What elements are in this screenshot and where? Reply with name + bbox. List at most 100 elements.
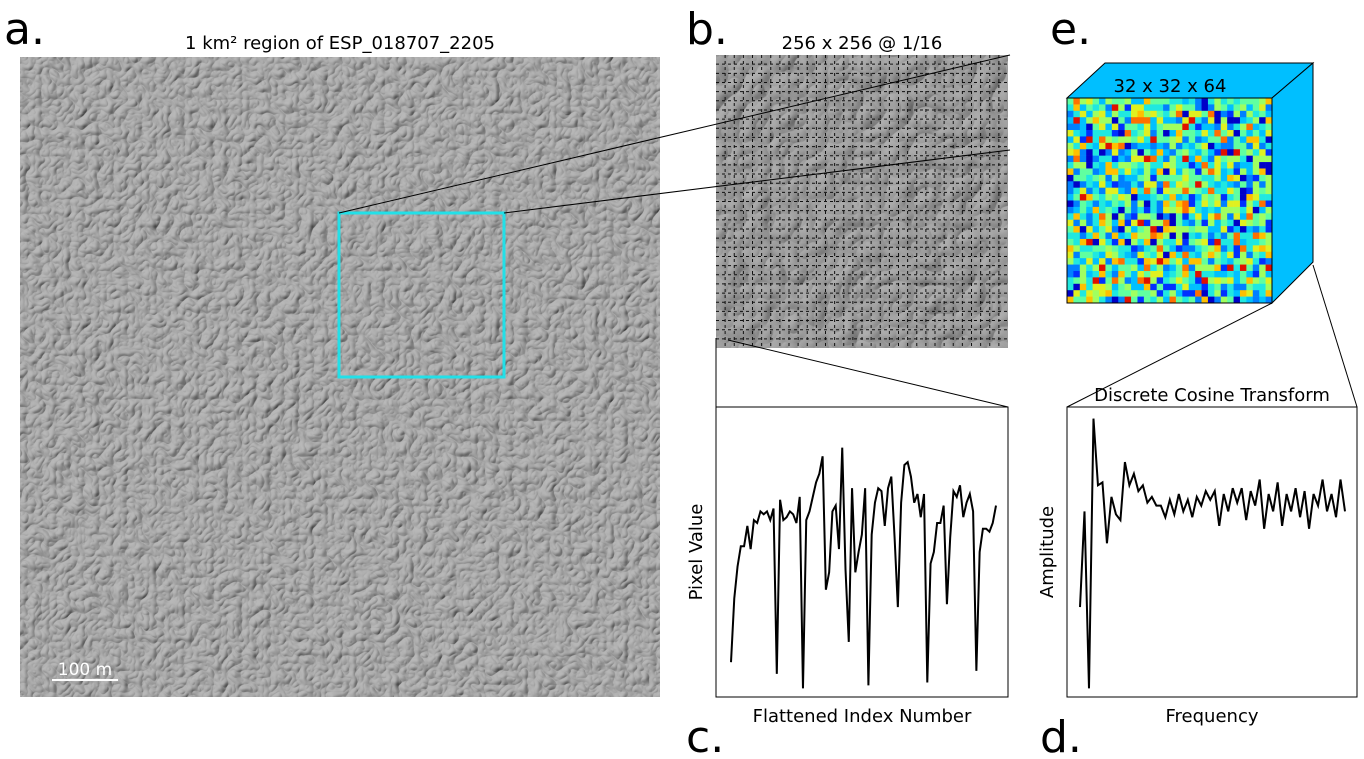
- heat-cell: [1246, 296, 1254, 304]
- heat-cell: [1220, 155, 1228, 163]
- heat-cell: [1182, 245, 1190, 253]
- heat-cell: [1233, 290, 1241, 297]
- heat-cell: [1143, 104, 1151, 112]
- heat-cell: [1169, 283, 1177, 291]
- heat-cell: [1214, 130, 1222, 137]
- heat-cell: [1156, 117, 1164, 124]
- heat-cell: [1092, 155, 1100, 163]
- heat-cell: [1188, 264, 1196, 272]
- heat-cell: [1124, 283, 1132, 291]
- heat-cell: [1239, 206, 1247, 214]
- heat-cell: [1163, 155, 1170, 163]
- heat-cell: [1259, 245, 1266, 253]
- heat-cell: [1265, 136, 1273, 144]
- heat-cell: [1265, 290, 1273, 297]
- heat-cell: [1207, 174, 1215, 182]
- heat-cell: [1252, 136, 1260, 144]
- heat-cell: [1067, 142, 1074, 150]
- heat-cell: [1227, 149, 1234, 156]
- plot-frame: [715, 406, 1009, 698]
- heat-cell: [1246, 149, 1254, 156]
- heat-cell: [1227, 155, 1234, 163]
- heat-cell: [1227, 187, 1234, 195]
- heat-cell: [1111, 123, 1119, 131]
- heat-cell: [1143, 155, 1151, 163]
- heat-cell: [1214, 98, 1222, 105]
- heat-cell: [1175, 149, 1183, 156]
- heat-cell: [1086, 168, 1093, 176]
- heat-cell: [1156, 264, 1164, 272]
- heat-cell: [1099, 155, 1106, 163]
- heat-cell: [1265, 168, 1273, 176]
- heat-cell: [1239, 213, 1247, 221]
- panel-label: c.: [686, 712, 724, 755]
- heat-cell: [1233, 168, 1241, 176]
- heat-cell: [1163, 168, 1170, 176]
- heat-cell: [1137, 200, 1145, 208]
- heat-cell: [1207, 136, 1215, 144]
- heat-cell: [1214, 277, 1222, 285]
- heat-cell: [1111, 174, 1119, 182]
- heat-cell: [1156, 206, 1164, 214]
- heat-cell: [1156, 149, 1164, 156]
- heat-cell: [1163, 162, 1170, 169]
- heat-cell: [1156, 213, 1164, 221]
- heat-cell: [1233, 104, 1241, 112]
- heat-cell: [1259, 142, 1266, 150]
- heat-cell: [1124, 200, 1132, 208]
- heat-cell: [1150, 245, 1157, 253]
- heat-cell: [1207, 130, 1215, 137]
- heat-cell: [1099, 226, 1106, 233]
- heat-cell: [1195, 283, 1202, 291]
- heat-cell: [1105, 245, 1113, 253]
- heat-cell: [1227, 123, 1234, 131]
- heat-cell: [1233, 283, 1241, 291]
- heat-cell: [1111, 194, 1119, 201]
- heat-cell: [1207, 296, 1215, 304]
- heat-cell: [1252, 168, 1260, 176]
- heat-cell: [1163, 123, 1170, 131]
- heat-cell: [1252, 245, 1260, 253]
- heat-cell: [1143, 117, 1151, 124]
- heat-cell: [1259, 168, 1266, 176]
- heat-cell: [1111, 155, 1119, 163]
- heat-cell: [1150, 226, 1157, 233]
- heat-cell: [1079, 136, 1087, 144]
- heat-cell: [1099, 168, 1106, 176]
- heat-cell: [1175, 258, 1183, 265]
- heat-cell: [1073, 149, 1081, 156]
- heat-cell: [1086, 142, 1093, 150]
- heat-cell: [1169, 117, 1177, 124]
- heat-cell: [1163, 110, 1170, 118]
- heat-cell: [1150, 136, 1157, 144]
- heat-cell: [1073, 194, 1081, 201]
- heat-cell: [1079, 251, 1087, 259]
- heat-cell: [1143, 206, 1151, 214]
- heat-cell: [1150, 213, 1157, 221]
- heat-cell: [1259, 251, 1266, 259]
- heat-cell: [1118, 277, 1125, 285]
- heat-cell: [1220, 245, 1228, 253]
- heat-cell: [1214, 258, 1222, 265]
- heat-cell: [1092, 226, 1100, 233]
- heat-cell: [1163, 270, 1170, 278]
- heat-cell: [1214, 136, 1222, 144]
- heat-cell: [1092, 136, 1100, 144]
- connector: [1066, 302, 1273, 408]
- heat-cell: [1182, 251, 1190, 259]
- heat-cell: [1175, 194, 1183, 201]
- heat-cell: [1105, 117, 1113, 124]
- heat-cell: [1188, 117, 1196, 124]
- heat-cell: [1111, 206, 1119, 214]
- heat-cell: [1188, 187, 1196, 195]
- heat-cell: [1239, 168, 1247, 176]
- heat-cell: [1067, 251, 1074, 259]
- heat-cell: [1182, 283, 1190, 291]
- heat-cell: [1137, 296, 1145, 304]
- heat-cell: [1092, 219, 1100, 227]
- heat-cell: [1105, 110, 1113, 118]
- heat-cell: [1195, 200, 1202, 208]
- heat-cell: [1156, 245, 1164, 253]
- cube-front: [1066, 97, 1273, 304]
- heat-cell: [1246, 181, 1254, 188]
